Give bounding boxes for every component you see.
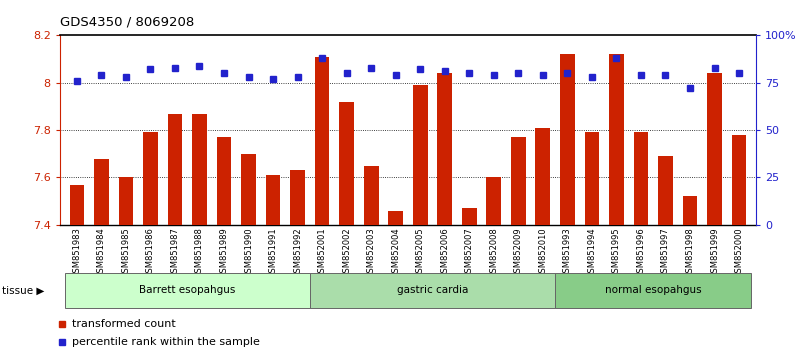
Bar [168,114,182,225]
Bar [560,54,575,225]
Bar [69,184,84,225]
Bar [462,208,477,225]
Bar [217,137,232,225]
Bar [192,114,207,225]
Text: transformed count: transformed count [72,319,176,329]
Bar [291,170,305,225]
Bar [364,166,379,225]
Bar [266,175,280,225]
Bar [119,177,133,225]
Bar [310,273,555,308]
Bar [683,196,697,225]
Text: normal esopahgus: normal esopahgus [605,285,701,295]
Text: Barrett esopahgus: Barrett esopahgus [139,285,236,295]
Bar [707,73,722,225]
Text: tissue ▶: tissue ▶ [2,285,44,295]
Bar [584,132,599,225]
Bar [241,154,256,225]
Bar [314,57,330,225]
Bar [339,102,354,225]
Bar [413,85,427,225]
Bar [486,177,501,225]
Bar [143,132,158,225]
Text: percentile rank within the sample: percentile rank within the sample [72,337,260,347]
Bar [634,132,648,225]
Text: GDS4350 / 8069208: GDS4350 / 8069208 [60,16,194,29]
Text: gastric cardia: gastric cardia [396,285,468,295]
Bar [658,156,673,225]
Bar [732,135,747,225]
Bar [94,159,109,225]
Bar [511,137,525,225]
Bar [555,273,751,308]
Bar [609,54,624,225]
Bar [437,73,452,225]
Bar [536,128,550,225]
Bar [64,273,310,308]
Bar [388,211,403,225]
